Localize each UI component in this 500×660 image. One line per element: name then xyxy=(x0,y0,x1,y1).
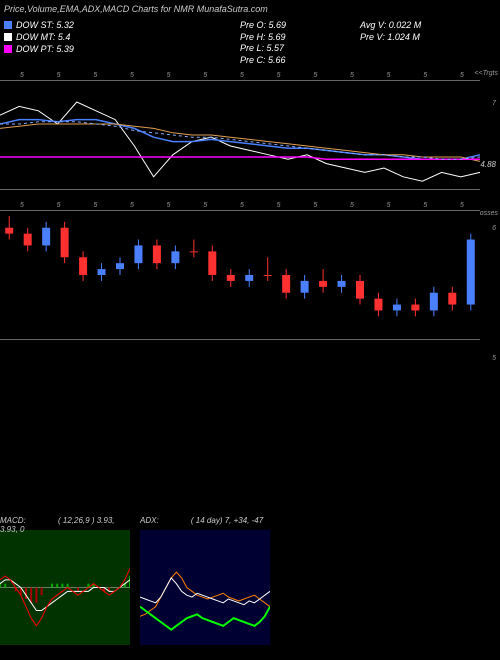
legend-st-label: DOW ST: 5.32 xyxy=(16,20,74,30)
svg-text:5: 5 xyxy=(277,202,281,209)
axis-5: 5 xyxy=(492,355,496,362)
axis-trgts: <<Trgts xyxy=(474,70,498,77)
swatch-pt xyxy=(4,45,12,53)
legend-dow-st: DOW ST: 5.32 xyxy=(4,20,74,30)
svg-text:5: 5 xyxy=(203,202,207,209)
legend-dow-mt: DOW MT: 5.4 xyxy=(4,32,74,42)
svg-text:5: 5 xyxy=(20,202,24,209)
avg-vol: Avg V: 0.022 M xyxy=(360,20,421,32)
macd-label: MACD: ( 12,26,9 ) 3.93, 3.93, 0 xyxy=(0,516,130,534)
svg-text:5: 5 xyxy=(423,72,427,79)
svg-text:5: 5 xyxy=(460,72,464,79)
volume-block: Avg V: 0.022 M Pre V: 1.024 M xyxy=(360,20,421,43)
adx-label: ADX: ( 14 day) 7, +34, -47 xyxy=(140,516,263,525)
svg-text:5: 5 xyxy=(57,72,61,79)
svg-text:5: 5 xyxy=(203,72,207,79)
svg-text:5: 5 xyxy=(460,202,464,209)
adx-wrap: ADX: ( 14 day) 7, +34, -47 xyxy=(140,530,270,660)
swatch-st xyxy=(4,21,12,29)
legend: DOW ST: 5.32 DOW MT: 5.4 DOW PT: 5.39 xyxy=(4,20,74,56)
svg-text:5: 5 xyxy=(167,202,171,209)
adx-title: ADX: xyxy=(140,516,159,525)
svg-text:5: 5 xyxy=(240,72,244,79)
svg-text:5: 5 xyxy=(130,72,134,79)
ohlc-block: Pre O: 5.69 Pre H: 5.69 Pre L: 5.57 Pre … xyxy=(240,20,286,67)
ohlc-h: Pre H: 5.69 xyxy=(240,32,286,44)
svg-text:5: 5 xyxy=(387,72,391,79)
svg-text:5: 5 xyxy=(167,72,171,79)
svg-text:5: 5 xyxy=(350,72,354,79)
swatch-mt xyxy=(4,33,12,41)
macd-title: MACD: xyxy=(0,516,26,525)
ema-chart: 5555555555555 xyxy=(0,80,480,190)
adx-chart xyxy=(140,530,270,645)
svg-text:5: 5 xyxy=(93,72,97,79)
adx-params: ( 14 day) 7, +34, -47 xyxy=(191,516,263,525)
indicator-row: MACD: ( 12,26,9 ) 3.93, 3.93, 0 ADX: ( 1… xyxy=(0,530,500,660)
svg-text:5: 5 xyxy=(130,202,134,209)
ohlc-l: Pre L: 5.57 xyxy=(240,43,286,55)
svg-text:5: 5 xyxy=(20,72,24,79)
svg-text:5: 5 xyxy=(350,202,354,209)
svg-text:5: 5 xyxy=(57,202,61,209)
pre-vol: Pre V: 1.024 M xyxy=(360,32,421,44)
macd-chart xyxy=(0,530,130,645)
svg-text:5: 5 xyxy=(313,202,317,209)
legend-dow-pt: DOW PT: 5.39 xyxy=(4,44,74,54)
ohlc-o: Pre O: 5.69 xyxy=(240,20,286,32)
svg-text:5: 5 xyxy=(240,202,244,209)
svg-text:5: 5 xyxy=(93,202,97,209)
legend-pt-label: DOW PT: 5.39 xyxy=(16,44,74,54)
ohlc-c: Pre C: 5.66 xyxy=(240,55,286,67)
svg-text:5: 5 xyxy=(423,202,427,209)
macd-wrap: MACD: ( 12,26,9 ) 3.93, 3.93, 0 xyxy=(0,530,130,660)
legend-mt-label: DOW MT: 5.4 xyxy=(16,32,70,42)
candle-chart: 5555555555555 xyxy=(0,210,480,340)
svg-text:5: 5 xyxy=(313,72,317,79)
svg-text:5: 5 xyxy=(277,72,281,79)
page-title: Price,Volume,EMA,ADX,MACD Charts for NMR… xyxy=(4,4,268,14)
svg-text:5: 5 xyxy=(387,202,391,209)
main-charts: 5555555555555 5555555555555 xyxy=(0,80,500,340)
